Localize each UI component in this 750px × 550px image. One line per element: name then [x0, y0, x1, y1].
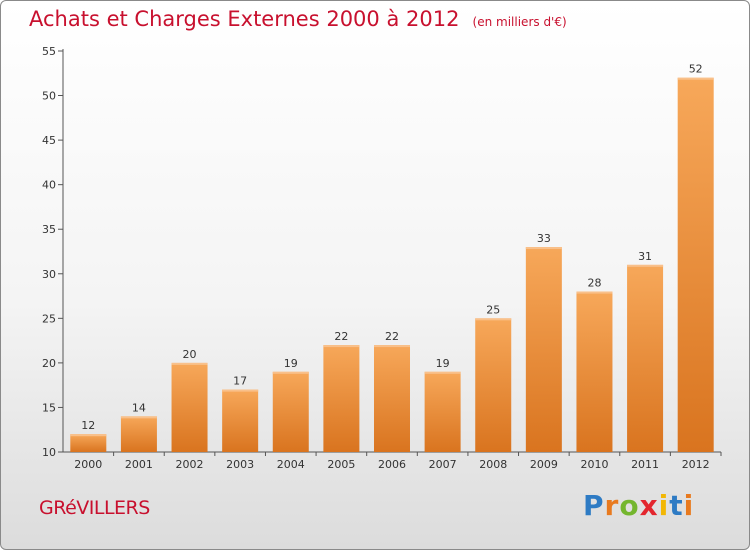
- y-tick-label: 10: [42, 446, 56, 459]
- data-label: 22: [334, 330, 348, 343]
- bar-highlight: [677, 77, 714, 80]
- bar: [171, 362, 208, 452]
- logo-letter: t: [669, 489, 684, 522]
- y-tick-label: 25: [42, 312, 56, 325]
- x-tick-label: 2008: [479, 458, 507, 471]
- x-tick-label: 2000: [74, 458, 102, 471]
- bar-highlight: [120, 416, 157, 419]
- y-tick-label: 50: [42, 90, 56, 103]
- bar-highlight: [475, 318, 512, 321]
- data-label: 19: [284, 357, 298, 370]
- bar-highlight: [323, 345, 360, 348]
- data-label: 17: [233, 375, 247, 388]
- bar-highlight: [171, 362, 208, 365]
- x-tick-label: 2007: [429, 458, 457, 471]
- y-tick-label: 55: [42, 45, 56, 58]
- bar: [70, 434, 107, 452]
- chart-title-text: Achats et Charges Externes 2000 à 2012: [29, 7, 460, 31]
- data-label: 28: [587, 277, 601, 290]
- data-label: 22: [385, 330, 399, 343]
- x-tick-label: 2001: [125, 458, 153, 471]
- data-label: 31: [638, 250, 652, 263]
- bar: [525, 247, 562, 452]
- logo-letter: o: [619, 489, 640, 522]
- bar: [424, 371, 461, 452]
- chart-subtitle: (en milliers d'€): [472, 15, 567, 29]
- logo-letter: i: [683, 489, 695, 522]
- commune-name: GRéVILLERS: [39, 497, 150, 519]
- data-label: 14: [132, 401, 146, 414]
- x-tick-label: 2004: [277, 458, 305, 471]
- bar-highlight: [70, 434, 107, 437]
- data-label: 12: [81, 419, 95, 432]
- bar: [475, 318, 512, 452]
- chart-bars: [70, 77, 714, 452]
- data-label: 20: [183, 348, 197, 361]
- x-tick-label: 2002: [176, 458, 204, 471]
- data-label: 52: [689, 63, 703, 76]
- x-tick-label: 2006: [378, 458, 406, 471]
- bar-highlight: [525, 247, 562, 250]
- logo-letter: i: [658, 489, 670, 522]
- bar-highlight: [424, 371, 461, 374]
- x-tick-label: 2010: [580, 458, 608, 471]
- bar: [272, 371, 309, 452]
- bar: [222, 389, 259, 452]
- bar: [323, 345, 360, 452]
- y-tick-label: 15: [42, 401, 56, 414]
- proxiti-logo: Proxiti: [583, 489, 694, 522]
- data-label: 33: [537, 232, 551, 245]
- chart-axes: 10 15 20 25 30 35 40 45 50 55 2000 2001 2002 2003 2004…: [42, 45, 722, 471]
- bar-highlight: [374, 345, 410, 348]
- bar-highlight: [272, 371, 309, 374]
- logo-letter: P: [583, 489, 605, 522]
- logo-letter: x: [639, 489, 659, 522]
- bar: [677, 77, 714, 452]
- chart-title: Achats et Charges Externes 2000 à 2012 (…: [29, 7, 567, 31]
- bar: [374, 345, 410, 452]
- data-label: 25: [486, 303, 500, 316]
- x-tick-label: 2009: [530, 458, 558, 471]
- bar-highlight: [627, 264, 664, 267]
- bar-highlight: [576, 291, 613, 294]
- y-tick-label: 35: [42, 223, 56, 236]
- y-tick-label: 30: [42, 268, 56, 281]
- x-tick-label: 2012: [682, 458, 710, 471]
- bar: [576, 291, 613, 452]
- y-tick-label: 45: [42, 134, 56, 147]
- y-tick-label: 40: [42, 179, 56, 192]
- bar-highlight: [222, 389, 259, 392]
- data-label: 19: [436, 357, 450, 370]
- bar: [627, 264, 664, 452]
- x-tick-label: 2003: [226, 458, 254, 471]
- logo-letter: r: [604, 489, 620, 522]
- chart-data-labels: 12 14 20 17 19 22 22 19 25 33 28 31 52: [81, 63, 702, 432]
- y-tick-label: 20: [42, 357, 56, 370]
- x-tick-label: 2011: [631, 458, 659, 471]
- x-tick-label: 2005: [327, 458, 355, 471]
- bar: [120, 416, 157, 452]
